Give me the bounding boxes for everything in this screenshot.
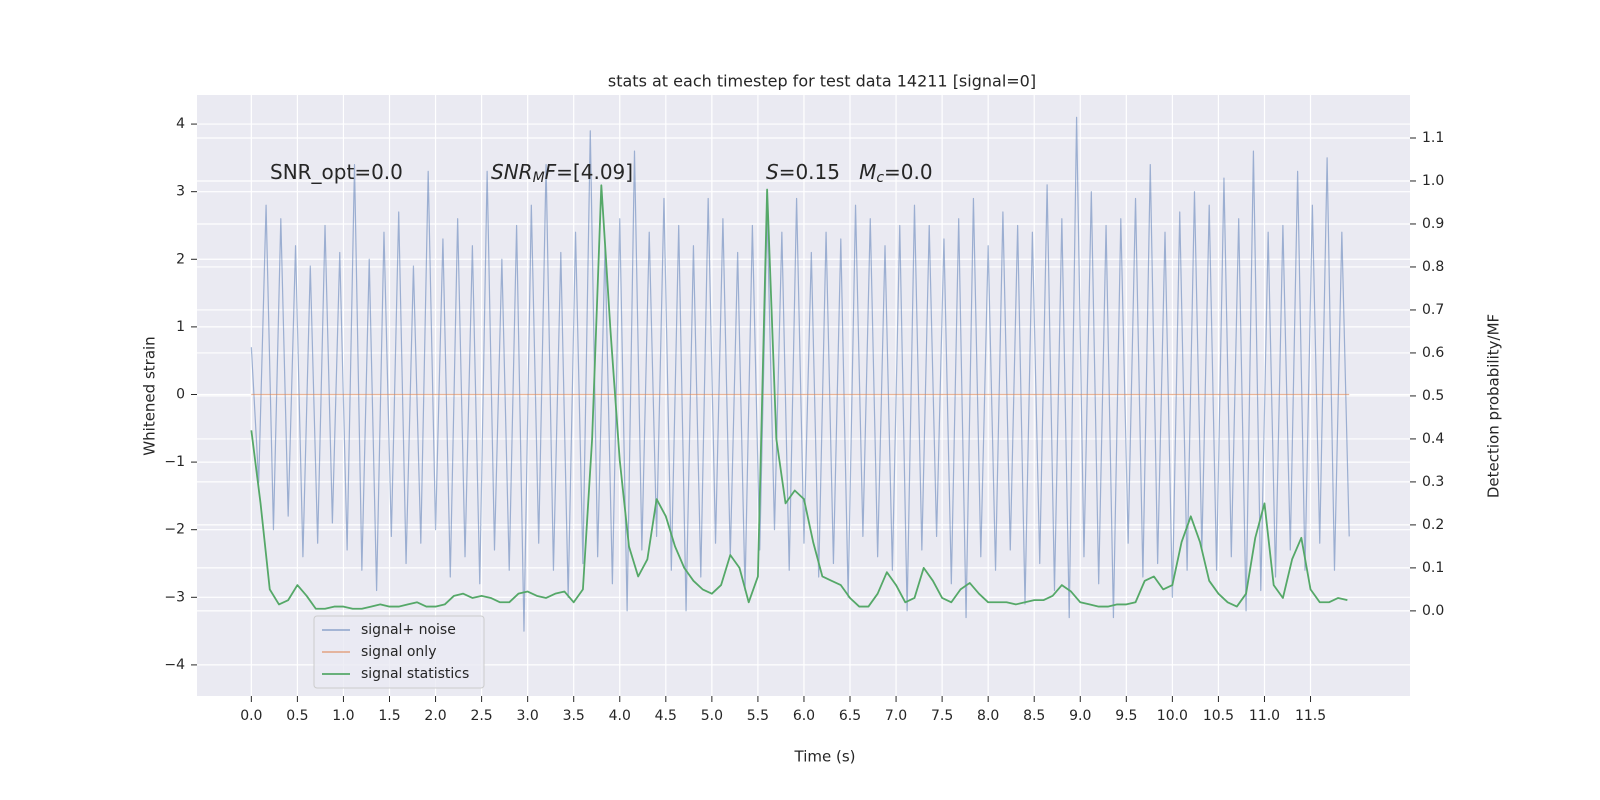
y2-tick-label: 0.5 [1422, 388, 1444, 404]
annotation-part: S [766, 160, 779, 184]
y-tick-label: 1 [176, 319, 185, 335]
x-tick-label: 0.5 [286, 708, 308, 724]
x-axis-label: Time (s) [794, 748, 856, 766]
y-tick-label: 0 [176, 386, 185, 402]
x-tick-label: 11.0 [1249, 708, 1280, 724]
legend-frame [313, 615, 485, 689]
x-tick-label: 10.0 [1157, 708, 1188, 724]
annotation-part: M [533, 170, 545, 186]
chart-title: stats at each timestep for test data 142… [608, 72, 1036, 91]
x-tick-label: 6.0 [793, 708, 815, 724]
x-tick-label: 8.5 [1023, 708, 1045, 724]
annotation-part: SNR [491, 160, 533, 184]
y-tick-label: 3 [176, 184, 185, 200]
y2-tick-label: 1.0 [1422, 173, 1444, 189]
legend-label: signal+ noise [361, 622, 456, 638]
x-tick-label: 11.5 [1295, 708, 1326, 724]
annotation-part: =0.15 [779, 160, 859, 184]
legend-label: signal only [361, 644, 436, 660]
y2-tick-label: 0.6 [1422, 345, 1444, 361]
x-tick-label: 2.5 [470, 708, 492, 724]
y2-tick-label: 0.4 [1422, 431, 1444, 447]
y2-tick-label: 0.8 [1422, 259, 1444, 275]
annotation: SNR_opt=0.0 [270, 160, 403, 184]
y2-tick-label: 0.3 [1422, 474, 1444, 490]
x-tick-label: 5.5 [747, 708, 769, 724]
y-tick-label: −2 [164, 522, 185, 538]
annotation-part: c [876, 170, 884, 186]
x-tick-label: 1.0 [332, 708, 354, 724]
legend: signal+ noise signal only signal statistic… [313, 615, 485, 689]
y2-tick-label: 0.1 [1422, 560, 1444, 576]
x-tick-label: 6.5 [839, 708, 861, 724]
y2-tick-label: 0.7 [1422, 302, 1444, 318]
x-tick-label: 4.0 [609, 708, 631, 724]
x-tick-label: 3.5 [563, 708, 585, 724]
x-tick-label: 10.5 [1203, 708, 1234, 724]
data-line [250, 116, 1350, 632]
y-tick-label: −4 [164, 657, 185, 673]
y-axis-label: Whitened strain [141, 336, 159, 455]
data-line [250, 184, 1348, 610]
x-tick-label: 2.0 [424, 708, 446, 724]
annotation: SNRMF=[4.09] [491, 160, 633, 187]
x-tick-label: 9.5 [1115, 708, 1137, 724]
annotation: S=0.15 Mc=0.0 [766, 160, 933, 187]
x-tick-label: 1.5 [378, 708, 400, 724]
y2-tick-label: 0.2 [1422, 517, 1444, 533]
x-tick-label: 3.0 [517, 708, 539, 724]
annotation-part: F [545, 160, 557, 184]
annotation-part: M [859, 160, 876, 184]
x-tick-label: 0.0 [240, 708, 262, 724]
y-tick-label: 4 [176, 116, 185, 132]
x-tick-label: 7.0 [885, 708, 907, 724]
annotation-part: =[4.09] [556, 160, 633, 184]
x-tick-label: 9.0 [1069, 708, 1091, 724]
y-tick-label: −1 [164, 454, 185, 470]
legend-label: signal statistics [361, 666, 469, 682]
annotation-part: =0.0 [884, 160, 933, 184]
x-tick-label: 7.5 [931, 708, 953, 724]
y2-axis-label: Detection probability/MF [1485, 314, 1503, 498]
y2-tick-label: 0.9 [1422, 216, 1444, 232]
y-tick-label: −3 [164, 589, 185, 605]
y-tick-label: 2 [176, 251, 185, 267]
x-tick-label: 8.0 [977, 708, 999, 724]
x-tick-label: 4.5 [655, 708, 677, 724]
x-tick-label: 5.0 [701, 708, 723, 724]
y2-tick-label: 0.0 [1422, 603, 1444, 619]
y2-tick-label: 1.1 [1422, 130, 1444, 146]
annotation-part: SNR_opt=0.0 [270, 160, 403, 184]
